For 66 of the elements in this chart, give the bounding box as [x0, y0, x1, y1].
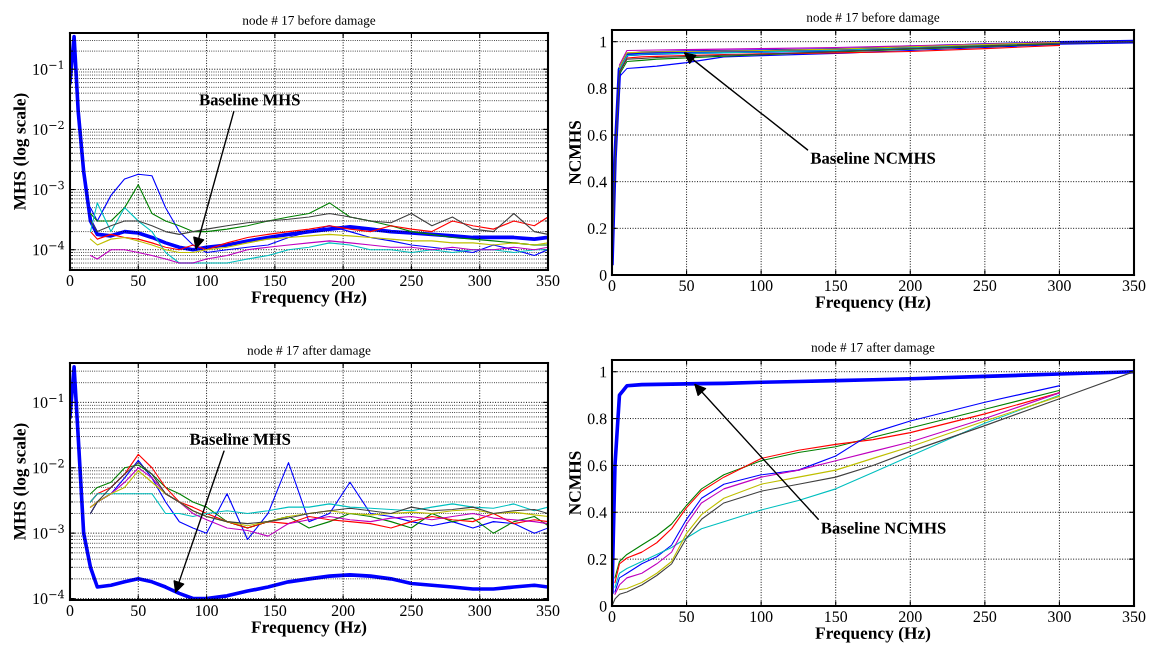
y-tick-label: 0.8	[587, 83, 607, 95]
y-tick-label: 1	[600, 366, 607, 378]
x-tick-label: 150	[825, 611, 848, 623]
annotation: Baseline NCMHS	[821, 522, 946, 534]
y-tick-label: 0.6	[587, 129, 607, 141]
y-axis-title: NCMHS	[569, 451, 581, 515]
y-tick-label: 10$^{−3}$	[33, 524, 64, 539]
x-tick-label: 300	[1048, 280, 1071, 292]
y-tick-label: 0.2	[587, 223, 607, 235]
x-tick-label: 200	[899, 611, 922, 623]
x-tick-label: 250	[973, 611, 997, 623]
x-tick-label: 300	[468, 605, 492, 617]
chart-title: node # 17 after damage	[247, 345, 371, 358]
y-tick-label: 10$^{−2}$	[33, 459, 64, 474]
x-tick-label: 150	[825, 280, 848, 292]
y-axis-title: MHS (log scale)	[13, 93, 30, 211]
x-tick-label: 350	[536, 275, 560, 287]
annotation: Baseline NCMHS	[810, 152, 936, 164]
y-tick-label: 0.4	[587, 507, 607, 519]
x-tick-label: 50	[131, 275, 146, 287]
annotation: Baseline MHS	[199, 93, 300, 106]
x-tick-label: 250	[400, 275, 423, 287]
x-tick-label: 0	[66, 605, 74, 617]
x-tick-label: 250	[973, 280, 997, 292]
y-tick-label: 0.6	[587, 460, 607, 472]
chart-title: node # 17 before damage	[242, 15, 376, 28]
x-tick-label: 0	[608, 611, 616, 623]
y-tick-label: 0.8	[587, 413, 607, 425]
x-tick-label: 50	[679, 611, 694, 623]
x-tick-label: 200	[899, 280, 922, 292]
x-tick-label: 0	[608, 280, 616, 292]
annotation: Baseline MHS	[189, 433, 291, 445]
x-axis-title: Frequency (Hz)	[251, 290, 367, 307]
x-tick-label: 350	[536, 605, 560, 617]
y-tick-label: 0.2	[587, 554, 607, 565]
x-tick-label: 250	[400, 605, 423, 617]
x-tick-label: 350	[1122, 280, 1146, 292]
y-tick-label: 1	[600, 36, 607, 48]
x-tick-label: 200	[331, 605, 355, 617]
x-axis-title: Frequency (Hz)	[251, 620, 367, 637]
x-tick-label: 100	[750, 611, 773, 623]
y-tick-label: 10$^{−1}$	[33, 393, 64, 408]
y-tick-label: 10$^{−2}$	[33, 120, 64, 135]
y-tick-label: 10$^{−4}$	[33, 589, 65, 605]
x-axis-title: Frequency (Hz)	[815, 295, 931, 312]
x-tick-label: 300	[1048, 611, 1071, 623]
x-axis-title: Frequency (Hz)	[815, 626, 931, 643]
x-tick-label: 300	[468, 275, 492, 287]
x-tick-label: 350	[1122, 611, 1146, 623]
y-tick-label: 0.4	[587, 176, 607, 188]
y-tick-label: 10$^{−3}$	[33, 180, 64, 196]
x-tick-label: 100	[196, 605, 218, 617]
x-tick-label: 50	[679, 280, 694, 292]
y-tick-label: 10$^{−4}$	[33, 241, 65, 256]
x-tick-label: 150	[264, 605, 287, 617]
y-axis-title: NCMHS	[569, 120, 581, 185]
x-tick-label: 100	[196, 275, 218, 287]
x-tick-label: 200	[331, 275, 355, 287]
chart-title: node # 17 after damage	[811, 342, 935, 355]
x-tick-label: 0	[66, 275, 74, 287]
chart-title: node # 17 before damage	[806, 12, 940, 25]
y-tick-label: 10$^{−1}$	[33, 60, 64, 75]
x-tick-label: 100	[750, 280, 773, 292]
x-tick-label: 50	[131, 605, 146, 617]
x-tick-label: 150	[264, 275, 287, 287]
y-axis-title: MHS (log scale)	[13, 423, 30, 541]
